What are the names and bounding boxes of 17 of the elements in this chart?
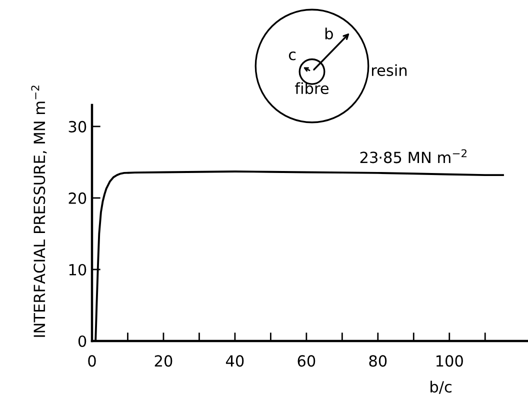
x-tick-label: 20: [154, 355, 172, 367]
y-tick-label: 30: [68, 120, 86, 132]
x-tick-label: 40: [226, 355, 244, 367]
y-tick-label: 0: [78, 335, 86, 348]
text: c: [288, 52, 296, 60]
x-tick-label: 100: [436, 355, 463, 367]
x-axis-title: b/c: [430, 380, 452, 394]
annotation: 23·85 MN m$^{−2}$: [360, 149, 466, 164]
y-tick-label: 10: [69, 264, 86, 276]
x-tick-label: 80: [369, 355, 387, 367]
text: resin: [372, 64, 407, 76]
text: b: [325, 28, 333, 40]
y-tick-label: 20: [68, 192, 86, 204]
y-axis-title: INTERFACIAL PRESSURE, MN m$^{−2}$: [31, 86, 47, 337]
x-tick-label: 0: [88, 355, 96, 367]
x-tick-label: 60: [298, 355, 316, 367]
text: fibre: [295, 82, 329, 94]
